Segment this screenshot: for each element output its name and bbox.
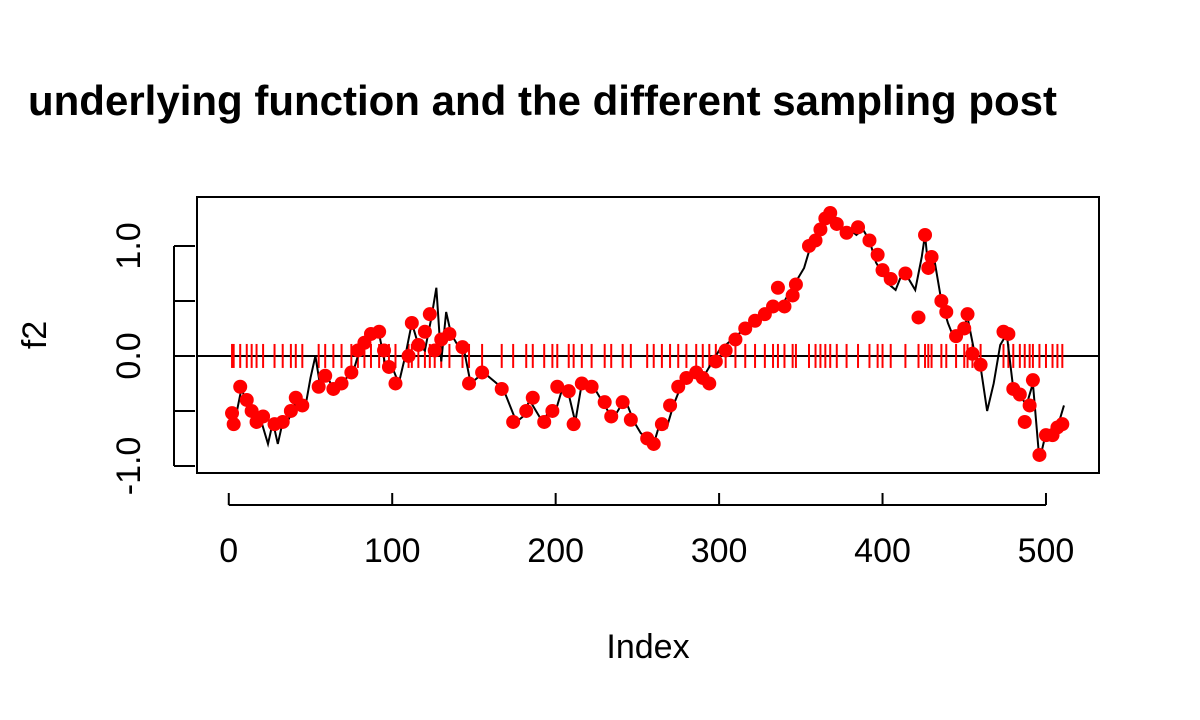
sample-point xyxy=(921,260,936,275)
sample-point xyxy=(965,346,980,361)
sample-point xyxy=(785,288,800,303)
sample-point xyxy=(519,403,534,418)
sample-point xyxy=(1012,387,1027,402)
function-line xyxy=(232,211,1065,461)
sample-point xyxy=(615,395,630,410)
sample-point xyxy=(934,293,949,308)
sample-point xyxy=(708,354,723,369)
sample-point xyxy=(829,216,844,231)
sample-point xyxy=(604,409,619,424)
sample-point xyxy=(566,417,581,432)
sample-point xyxy=(623,412,638,427)
sample-point xyxy=(663,398,678,413)
sample-point xyxy=(244,403,259,418)
x-tick-label: 400 xyxy=(854,532,911,570)
sample-point xyxy=(318,368,333,383)
sample-point xyxy=(256,409,271,424)
sample-point xyxy=(766,299,781,314)
sample-point xyxy=(381,359,396,374)
sample-point xyxy=(545,403,560,418)
sample-point xyxy=(862,233,877,248)
sample-point xyxy=(671,379,686,394)
sample-point xyxy=(654,417,669,432)
sample-point xyxy=(401,348,416,363)
sample-point xyxy=(788,277,803,292)
sample-point xyxy=(839,225,854,240)
sample-point xyxy=(537,414,552,429)
sample-point xyxy=(462,376,477,391)
sample-point xyxy=(728,332,743,347)
sample-point xyxy=(561,384,576,399)
sample-point xyxy=(924,249,939,264)
sample-point xyxy=(334,376,349,391)
sample-point xyxy=(372,324,387,339)
sample-point xyxy=(225,406,240,421)
sample-point xyxy=(344,365,359,380)
sample-point xyxy=(597,395,612,410)
y-tick-label: -1.0 xyxy=(110,437,148,496)
sample-point xyxy=(875,263,890,278)
sample-point xyxy=(718,343,733,358)
sample-point xyxy=(823,205,838,220)
sample-point xyxy=(702,376,717,391)
sample-point xyxy=(494,381,509,396)
sample-point xyxy=(770,280,785,295)
sample-point xyxy=(1032,447,1047,462)
sample-point xyxy=(777,299,792,314)
sample-point xyxy=(417,324,432,339)
sample-point xyxy=(283,403,298,418)
sample-point xyxy=(1017,414,1032,429)
sample-point xyxy=(939,304,954,319)
x-tick-label: 300 xyxy=(691,532,748,570)
sample-point xyxy=(1001,326,1016,341)
sample-point xyxy=(295,398,310,413)
sample-point xyxy=(411,337,426,352)
sample-point xyxy=(377,343,392,358)
sample-point xyxy=(233,379,248,394)
sample-point xyxy=(898,266,913,281)
sample-point xyxy=(427,343,442,358)
sample-point xyxy=(550,379,565,394)
sample-point xyxy=(1055,417,1070,432)
chart-title: underlying function and the different sa… xyxy=(28,77,1057,124)
sample-point xyxy=(226,417,241,432)
sample-point xyxy=(851,220,866,235)
sample-point xyxy=(1025,373,1040,388)
sample-point xyxy=(584,379,599,394)
sample-point xyxy=(870,247,885,262)
y-tick-label: 0.0 xyxy=(110,332,148,379)
sample-point xyxy=(275,414,290,429)
sample-point xyxy=(311,379,326,394)
sample-point xyxy=(525,390,540,405)
x-tick-label: 100 xyxy=(364,532,421,570)
sample-point xyxy=(239,392,254,407)
sample-point xyxy=(506,414,521,429)
sample-point xyxy=(646,436,661,451)
sample-point xyxy=(455,340,470,355)
x-tick-label: 200 xyxy=(527,532,584,570)
sample-point xyxy=(404,315,419,330)
sample-point xyxy=(918,227,933,242)
sample-point xyxy=(738,321,753,336)
x-axis-label: Index xyxy=(606,628,689,666)
sample-point xyxy=(475,365,490,380)
sample-point xyxy=(1022,398,1037,413)
sample-point xyxy=(422,307,437,322)
sample-point xyxy=(911,310,926,325)
sample-point xyxy=(957,321,972,336)
sample-point xyxy=(960,307,975,322)
sample-point xyxy=(388,376,403,391)
sample-point xyxy=(442,326,457,341)
x-tick-label: 0 xyxy=(219,532,238,570)
sample-point xyxy=(748,313,763,328)
y-axis-label: f2 xyxy=(16,321,54,349)
y-tick-label: 1.0 xyxy=(110,222,148,269)
sample-point xyxy=(813,222,828,237)
sample-point xyxy=(973,357,988,372)
plot-frame xyxy=(196,196,1100,474)
x-tick-label: 500 xyxy=(1018,532,1075,570)
sample-point xyxy=(883,271,898,286)
sample-point xyxy=(808,233,823,248)
